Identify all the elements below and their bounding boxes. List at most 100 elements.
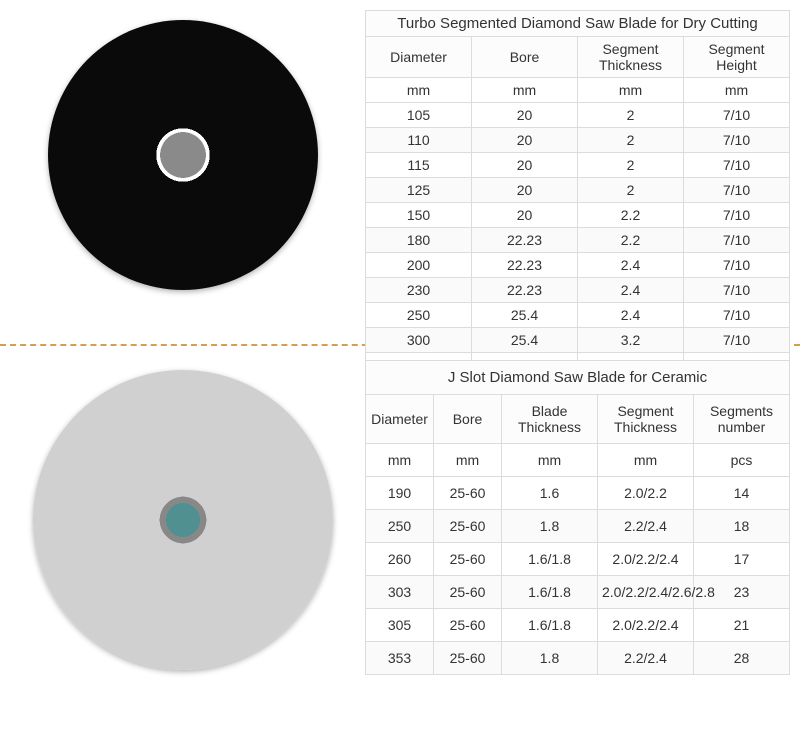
data-cell: 2.2 (578, 228, 684, 253)
data-cell: 25-60 (434, 642, 502, 675)
table-row: 1252027/10 (366, 178, 790, 203)
data-cell: 22.23 (472, 228, 578, 253)
data-cell: 21 (694, 609, 790, 642)
table-title: Turbo Segmented Diamond Saw Blade for Dr… (366, 11, 790, 37)
data-cell: 2.2/2.4 (598, 510, 694, 543)
section-turbo-blade: Turbo Segmented Diamond Saw Blade for Dr… (0, 0, 800, 340)
data-cell: 2.2/2.4 (598, 642, 694, 675)
table-row: 1152027/10 (366, 153, 790, 178)
data-cell: 25.4 (472, 328, 578, 353)
data-cell: 1.6/1.8 (502, 543, 598, 576)
data-cell: 7/10 (684, 278, 790, 303)
blade-icon-segmented (48, 20, 318, 290)
data-cell: 7/10 (684, 153, 790, 178)
data-cell: 2.4 (578, 253, 684, 278)
data-cell: 260 (366, 543, 434, 576)
table-row: 26025-601.6/1.82.0/2.2/2.417 (366, 543, 790, 576)
unit-cell: mm (434, 444, 502, 477)
unit-cell: mm (366, 444, 434, 477)
data-cell: 2.4 (578, 278, 684, 303)
data-cell: 7/10 (684, 328, 790, 353)
data-cell: 1.6/1.8 (502, 609, 598, 642)
data-cell: 7/10 (684, 303, 790, 328)
data-cell: 180 (366, 228, 472, 253)
data-cell: 190 (366, 477, 434, 510)
data-cell: 20 (472, 203, 578, 228)
data-cell: 14 (694, 477, 790, 510)
unit-cell: mm (684, 78, 790, 103)
col-seg-thickness: Segment Thickness (598, 395, 694, 444)
data-cell: 2.0/2.2/2.4 (598, 609, 694, 642)
data-cell: 353 (366, 642, 434, 675)
col-bore: Bore (434, 395, 502, 444)
data-cell: 25-60 (434, 477, 502, 510)
col-diameter: Diameter (366, 395, 434, 444)
data-cell: 230 (366, 278, 472, 303)
table-row: 25025.42.47/10 (366, 303, 790, 328)
data-cell: 303 (366, 576, 434, 609)
data-cell: 1.8 (502, 642, 598, 675)
section-jslot-blade: J Slot Diamond Saw Blade for Ceramic Dia… (0, 350, 800, 730)
unit-cell: mm (472, 78, 578, 103)
data-cell: 3.2 (578, 328, 684, 353)
data-cell: 115 (366, 153, 472, 178)
data-cell: 250 (366, 510, 434, 543)
data-cell: 7/10 (684, 253, 790, 278)
col-seg-number: Segments number (694, 395, 790, 444)
col-seg-height: Segment Height (684, 37, 790, 78)
col-seg-thickness: Segment Thickness (578, 37, 684, 78)
data-cell: 2 (578, 103, 684, 128)
data-cell: 105 (366, 103, 472, 128)
table-title: J Slot Diamond Saw Blade for Ceramic (366, 361, 790, 395)
table-row: 25025-601.82.2/2.418 (366, 510, 790, 543)
data-cell: 25-60 (434, 576, 502, 609)
data-cell: 7/10 (684, 203, 790, 228)
table-header-row: Diameter Bore Blade Thickness Segment Th… (366, 395, 790, 444)
data-cell: 2.4 (578, 303, 684, 328)
data-cell: 7/10 (684, 128, 790, 153)
blade-icon-jslot (33, 370, 333, 670)
col-blade-thickness: Blade Thickness (502, 395, 598, 444)
data-cell: 1.8 (502, 510, 598, 543)
table-row: 18022.232.27/10 (366, 228, 790, 253)
data-cell: 110 (366, 128, 472, 153)
table-row: 1102027/10 (366, 128, 790, 153)
spec-table-jslot: J Slot Diamond Saw Blade for Ceramic Dia… (355, 360, 790, 675)
table-row: 30325-601.6/1.82.0/2.2/2.4/2.6/2.823 (366, 576, 790, 609)
col-bore: Bore (472, 37, 578, 78)
data-cell: 250 (366, 303, 472, 328)
data-cell: 20 (472, 128, 578, 153)
data-cell: 300 (366, 328, 472, 353)
table-row: 30025.43.27/10 (366, 328, 790, 353)
table-row: 19025-601.62.0/2.214 (366, 477, 790, 510)
product-image-turbo (10, 10, 355, 300)
unit-cell: mm (598, 444, 694, 477)
col-diameter: Diameter (366, 37, 472, 78)
data-cell: 18 (694, 510, 790, 543)
data-cell: 2 (578, 153, 684, 178)
unit-row: mm mm mm mm (366, 78, 790, 103)
spec-table-turbo: Turbo Segmented Diamond Saw Blade for Dr… (355, 10, 790, 378)
data-cell: 1.6 (502, 477, 598, 510)
unit-row: mm mm mm mm pcs (366, 444, 790, 477)
data-cell: 17 (694, 543, 790, 576)
data-cell: 125 (366, 178, 472, 203)
unit-cell: mm (578, 78, 684, 103)
table-row: 1052027/10 (366, 103, 790, 128)
data-cell: 2 (578, 128, 684, 153)
data-cell: 2 (578, 178, 684, 203)
data-cell: 20 (472, 153, 578, 178)
table-row: 30525-601.6/1.82.0/2.2/2.421 (366, 609, 790, 642)
data-cell: 200 (366, 253, 472, 278)
unit-cell: pcs (694, 444, 790, 477)
data-cell: 25-60 (434, 609, 502, 642)
data-cell: 25.4 (472, 303, 578, 328)
table-row: 23022.232.47/10 (366, 278, 790, 303)
data-cell: 20 (472, 178, 578, 203)
data-cell: 28 (694, 642, 790, 675)
table-row: 150202.27/10 (366, 203, 790, 228)
data-cell: 22.23 (472, 278, 578, 303)
data-cell: 25-60 (434, 510, 502, 543)
data-cell: 305 (366, 609, 434, 642)
table-row: 35325-601.82.2/2.428 (366, 642, 790, 675)
